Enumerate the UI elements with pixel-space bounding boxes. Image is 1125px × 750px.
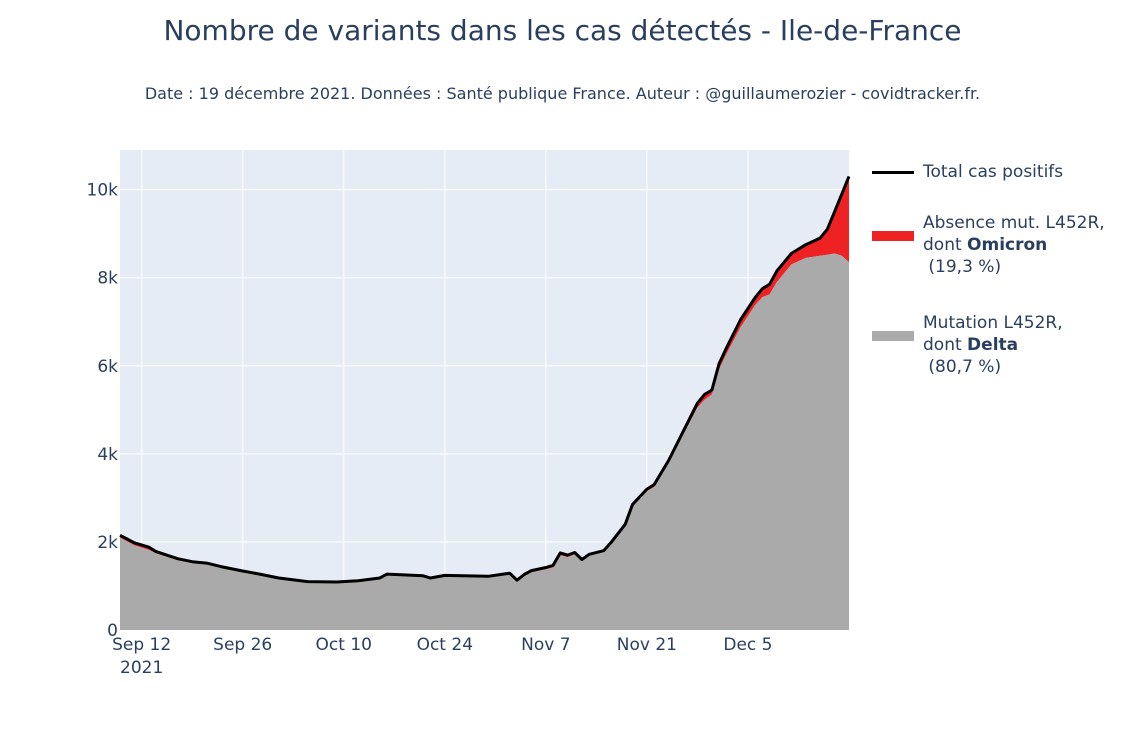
legend-omicron-line1: Absence mut. L452R, [923, 213, 1105, 233]
legend-omicron-pct: (19,3 %) [923, 257, 1002, 277]
series-areas [120, 176, 849, 630]
y-tick-label: 2k [97, 533, 118, 553]
legend-delta-pct: (80,7 %) [923, 357, 1002, 377]
y-tick-label: 10k [87, 181, 119, 201]
x-tick-label: Sep 26 [213, 635, 272, 655]
legend-omicron-line2: dont Omicron [923, 234, 1105, 256]
y-tick-label: 4k [97, 445, 118, 465]
legend-swatch-total [872, 171, 914, 174]
legend-item-omicron[interactable]: Absence mut. L452R, dont Omicron (19,3 %… [872, 212, 1112, 282]
chart-title: Nombre de variants dans les cas détectés… [163, 14, 962, 47]
x-tick-labels: Sep 12 2021 Sep 26 Oct 10 Oct 24 Nov 7 Nov 21 D… [112, 635, 772, 678]
legend-swatch-omicron [872, 231, 914, 241]
legend: Total cas positifs Absence mut. L452R, d… [872, 160, 1112, 390]
y-tick-labels: 0 2k 4k 6k 8k 10k [87, 181, 119, 641]
legend-item-delta[interactable]: Mutation L452R, dont Delta (80,7 %) [872, 312, 1112, 382]
x-tick-sublabel: 2021 [120, 658, 163, 678]
legend-delta-bold: Delta [967, 335, 1019, 355]
area-delta [120, 253, 849, 630]
x-tick-label: Nov 21 [617, 635, 677, 655]
series-lines [119, 175, 851, 584]
line-total [119, 175, 851, 584]
legend-omicron-bold: Omicron [967, 235, 1048, 255]
legend-label-delta: Mutation L452R, dont Delta (80,7 %) [923, 312, 1063, 378]
x-tick-label: Oct 24 [417, 635, 473, 655]
legend-omicron-prefix: dont [923, 235, 968, 255]
legend-swatch-delta [872, 331, 914, 341]
y-tick-label: 0 [107, 621, 118, 641]
x-tick-label: Oct 10 [316, 635, 372, 655]
y-tick-label: 6k [97, 357, 118, 377]
legend-delta-prefix: dont [923, 335, 968, 355]
legend-label-total: Total cas positifs [923, 162, 1064, 182]
y-tick-label: 8k [97, 269, 118, 289]
legend-item-total[interactable]: Total cas positifs [872, 160, 1112, 186]
x-tick-label: Nov 7 [521, 635, 570, 655]
legend-delta-line1: Mutation L452R, [923, 313, 1063, 333]
chart-subtitle: Date : 19 décembre 2021. Données : Santé… [144, 84, 981, 103]
legend-label-omicron: Absence mut. L452R, dont Omicron (19,3 %… [923, 212, 1105, 278]
legend-delta-line2: dont Delta [923, 334, 1063, 356]
x-tick-label: Sep 12 [112, 635, 171, 655]
x-tick-label: Dec 5 [723, 635, 772, 655]
